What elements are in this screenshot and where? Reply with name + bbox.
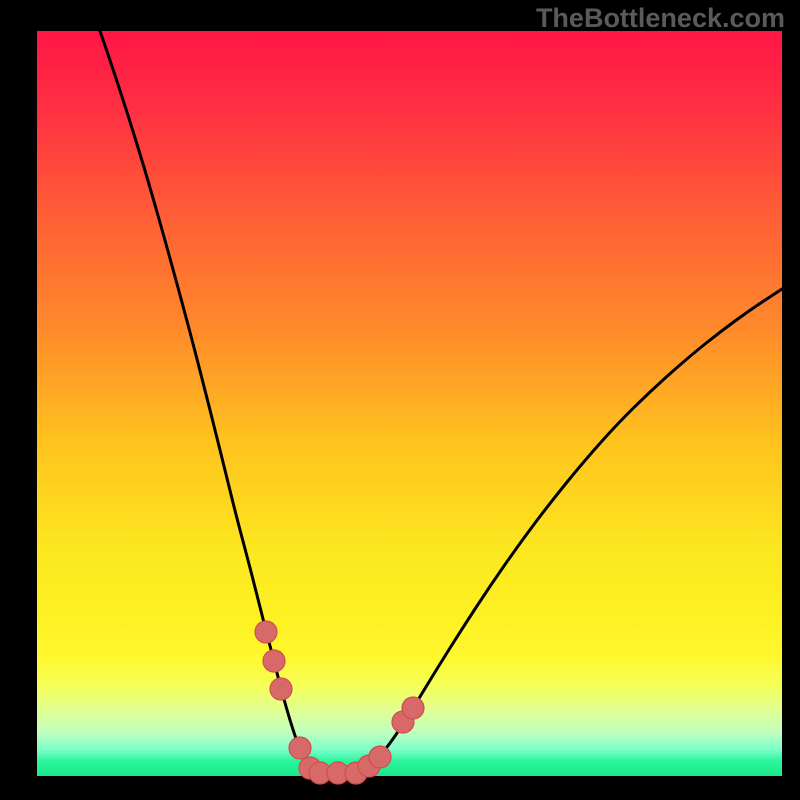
chart-container: TheBottleneck.com [0, 0, 800, 800]
data-marker [255, 621, 277, 643]
plot-background [37, 31, 782, 776]
data-marker [289, 737, 311, 759]
bottleneck-chart [0, 0, 800, 800]
data-marker [402, 697, 424, 719]
data-marker [369, 746, 391, 768]
data-marker [270, 678, 292, 700]
watermark-text: TheBottleneck.com [536, 3, 785, 34]
data-marker [263, 650, 285, 672]
